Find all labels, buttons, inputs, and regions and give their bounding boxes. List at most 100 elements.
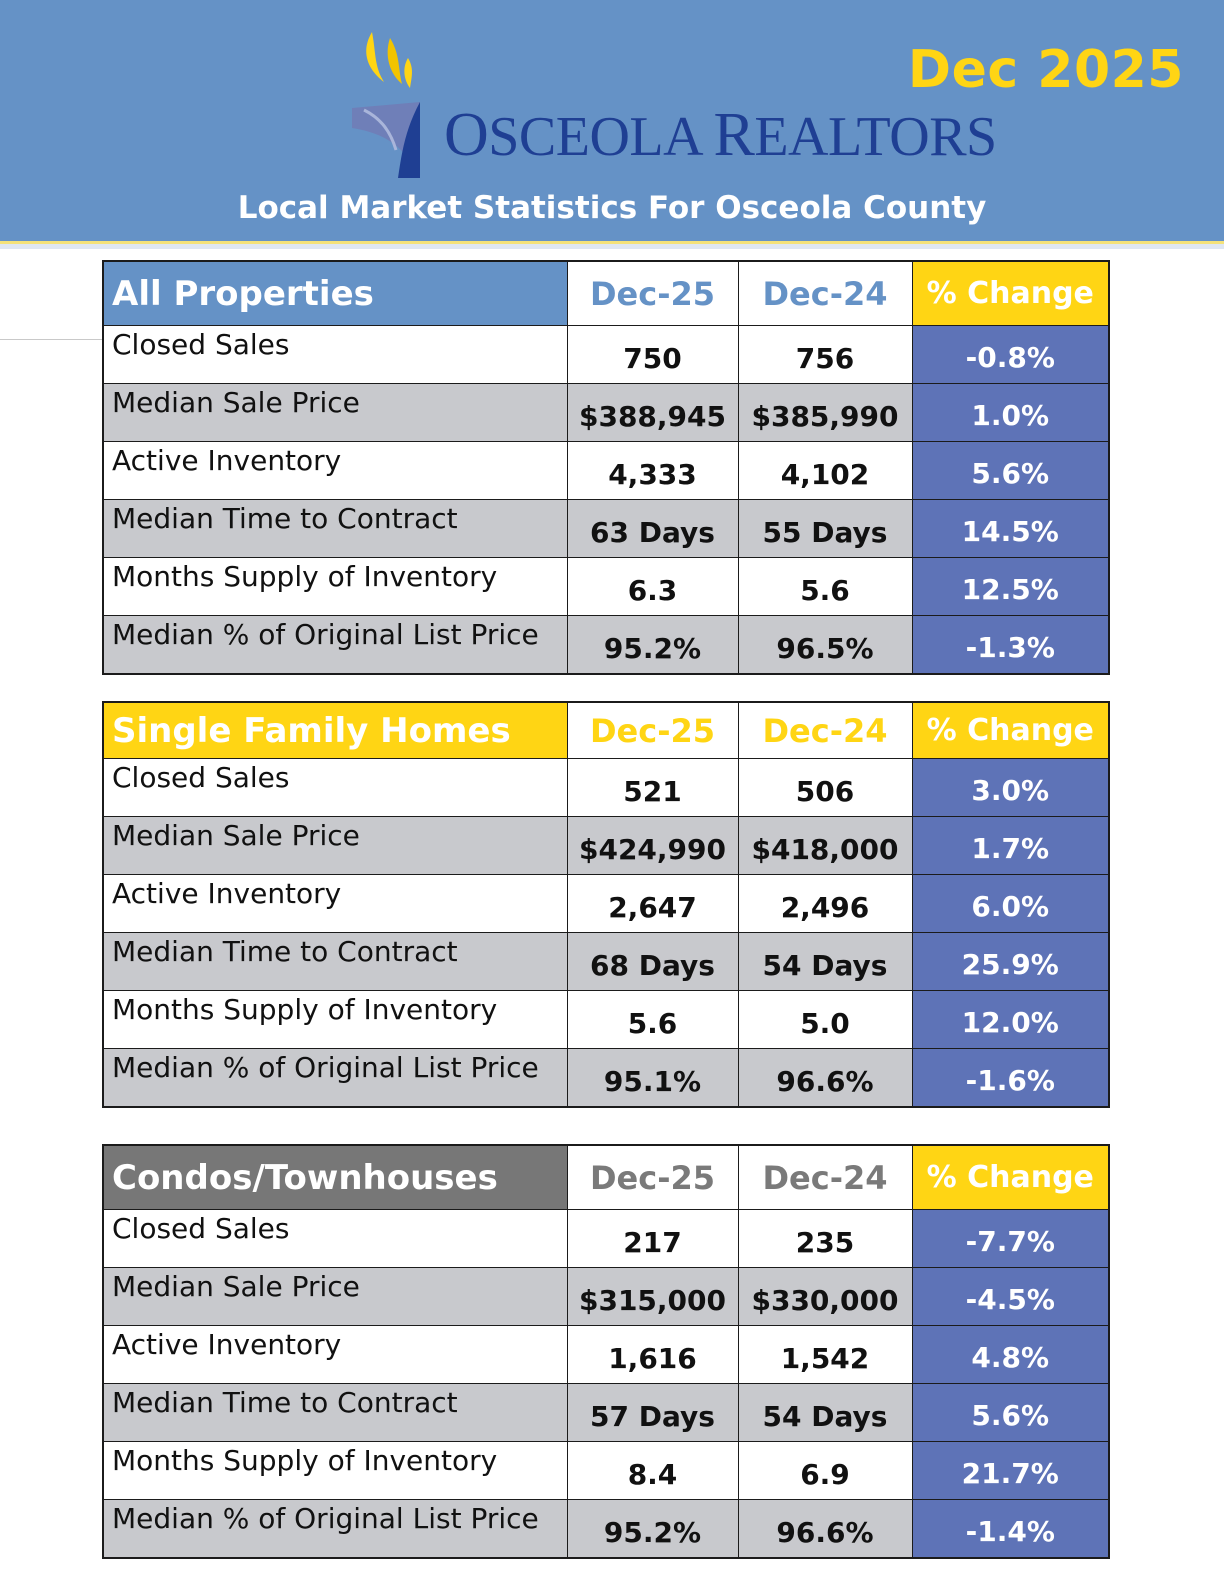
current-value: 8.4: [566, 1441, 739, 1500]
current-value: 5.6: [566, 990, 739, 1049]
metric-label: Active Inventory: [102, 1325, 568, 1384]
change-value: 12.0%: [911, 990, 1110, 1049]
column-header-change: % Change: [911, 260, 1110, 326]
previous-value: $330,000: [737, 1267, 913, 1326]
metric-label: Median % of Original List Price: [102, 1499, 568, 1559]
table-row: Median % of Original List Price 95.1% 96…: [102, 1048, 1110, 1108]
condos-townhouses-table: Condos/Townhouses Dec-25 Dec-24 % Change…: [102, 1144, 1110, 1559]
previous-value: 55 Days: [737, 499, 913, 558]
table-row: Months Supply of Inventory 8.4 6.9 21.7%: [102, 1441, 1110, 1500]
table-title: All Properties: [102, 260, 568, 326]
table-row: Median % of Original List Price 95.2% 96…: [102, 1499, 1110, 1559]
previous-value: $418,000: [737, 816, 913, 875]
previous-value: 54 Days: [737, 1383, 913, 1442]
previous-value: 756: [737, 325, 913, 384]
current-value: 63 Days: [566, 499, 739, 558]
table-row: Active Inventory 2,647 2,496 6.0%: [102, 874, 1110, 933]
single-family-homes-table: Single Family Homes Dec-25 Dec-24 % Chan…: [102, 701, 1110, 1108]
previous-value: 96.6%: [737, 1499, 913, 1559]
table-row: Median Sale Price $424,990 $418,000 1.7%: [102, 816, 1110, 875]
table-row: Active Inventory 4,333 4,102 5.6%: [102, 441, 1110, 500]
metric-label: Median Sale Price: [102, 1267, 568, 1326]
change-value: -1.6%: [911, 1048, 1110, 1108]
table-title: Condos/Townhouses: [102, 1144, 568, 1210]
previous-value: 96.5%: [737, 615, 913, 675]
table-row: Months Supply of Inventory 5.6 5.0 12.0%: [102, 990, 1110, 1049]
change-value: 14.5%: [911, 499, 1110, 558]
previous-value: 1,542: [737, 1325, 913, 1384]
change-value: -1.4%: [911, 1499, 1110, 1559]
table-row: Closed Sales 521 506 3.0%: [102, 758, 1110, 817]
table-row: Median Sale Price $388,945 $385,990 1.0%: [102, 383, 1110, 442]
previous-value: $385,990: [737, 383, 913, 442]
change-value: 4.8%: [911, 1325, 1110, 1384]
current-value: $424,990: [566, 816, 739, 875]
column-header-previous: Dec-24: [737, 1144, 913, 1210]
table-row: Median Time to Contract 63 Days 55 Days …: [102, 499, 1110, 558]
column-header-current: Dec-25: [566, 701, 739, 759]
previous-value: 96.6%: [737, 1048, 913, 1108]
table-row: Median Time to Contract 68 Days 54 Days …: [102, 932, 1110, 991]
metric-label: Active Inventory: [102, 441, 568, 500]
metric-label: Median % of Original List Price: [102, 1048, 568, 1108]
current-value: $388,945: [566, 383, 739, 442]
current-value: 95.1%: [566, 1048, 739, 1108]
report-date: Dec 2025: [907, 40, 1184, 100]
column-header-current: Dec-25: [566, 260, 739, 326]
change-value: -0.8%: [911, 325, 1110, 384]
column-header-change: % Change: [911, 1144, 1110, 1210]
report-header: [0, 0, 1224, 241]
column-header-current: Dec-25: [566, 1144, 739, 1210]
metric-label: Months Supply of Inventory: [102, 990, 568, 1049]
change-value: -1.3%: [911, 615, 1110, 675]
previous-value: 235: [737, 1209, 913, 1268]
change-value: -4.5%: [911, 1267, 1110, 1326]
previous-value: 506: [737, 758, 913, 817]
change-value: 5.6%: [911, 1383, 1110, 1442]
divider-line: [0, 339, 102, 340]
metric-label: Median Sale Price: [102, 816, 568, 875]
torch-logo-icon: [352, 32, 420, 178]
current-value: 521: [566, 758, 739, 817]
metric-label: Closed Sales: [102, 758, 568, 817]
current-value: 6.3: [566, 557, 739, 616]
change-value: 21.7%: [911, 1441, 1110, 1500]
metric-label: Median Time to Contract: [102, 932, 568, 991]
brand-name: OSCEOLA REALTORS: [444, 101, 997, 169]
current-value: 1,616: [566, 1325, 739, 1384]
change-value: 5.6%: [911, 441, 1110, 500]
change-value: 1.0%: [911, 383, 1110, 442]
metric-label: Closed Sales: [102, 1209, 568, 1268]
table-title: Single Family Homes: [102, 701, 568, 759]
change-value: -7.7%: [911, 1209, 1110, 1268]
change-value: 3.0%: [911, 758, 1110, 817]
previous-value: 6.9: [737, 1441, 913, 1500]
change-value: 6.0%: [911, 874, 1110, 933]
table-header-row: Single Family Homes Dec-25 Dec-24 % Chan…: [102, 701, 1110, 759]
metric-label: Closed Sales: [102, 325, 568, 384]
header-stripe: [0, 241, 1224, 249]
previous-value: 5.6: [737, 557, 913, 616]
column-header-previous: Dec-24: [737, 260, 913, 326]
previous-value: 4,102: [737, 441, 913, 500]
metric-label: Months Supply of Inventory: [102, 1441, 568, 1500]
column-header-previous: Dec-24: [737, 701, 913, 759]
change-value: 1.7%: [911, 816, 1110, 875]
current-value: 95.2%: [566, 1499, 739, 1559]
previous-value: 54 Days: [737, 932, 913, 991]
current-value: 217: [566, 1209, 739, 1268]
metric-label: Median Time to Contract: [102, 1383, 568, 1442]
table-row: Median Sale Price $315,000 $330,000 -4.5…: [102, 1267, 1110, 1326]
current-value: 4,333: [566, 441, 739, 500]
metric-label: Months Supply of Inventory: [102, 557, 568, 616]
current-value: 2,647: [566, 874, 739, 933]
current-value: 57 Days: [566, 1383, 739, 1442]
table-row: Closed Sales 217 235 -7.7%: [102, 1209, 1110, 1268]
table-row: Months Supply of Inventory 6.3 5.6 12.5%: [102, 557, 1110, 616]
previous-value: 2,496: [737, 874, 913, 933]
all-properties-table: All Properties Dec-25 Dec-24 % Change Cl…: [102, 260, 1110, 675]
current-value: 68 Days: [566, 932, 739, 991]
table-header-row: Condos/Townhouses Dec-25 Dec-24 % Change: [102, 1144, 1110, 1210]
current-value: 95.2%: [566, 615, 739, 675]
change-value: 12.5%: [911, 557, 1110, 616]
